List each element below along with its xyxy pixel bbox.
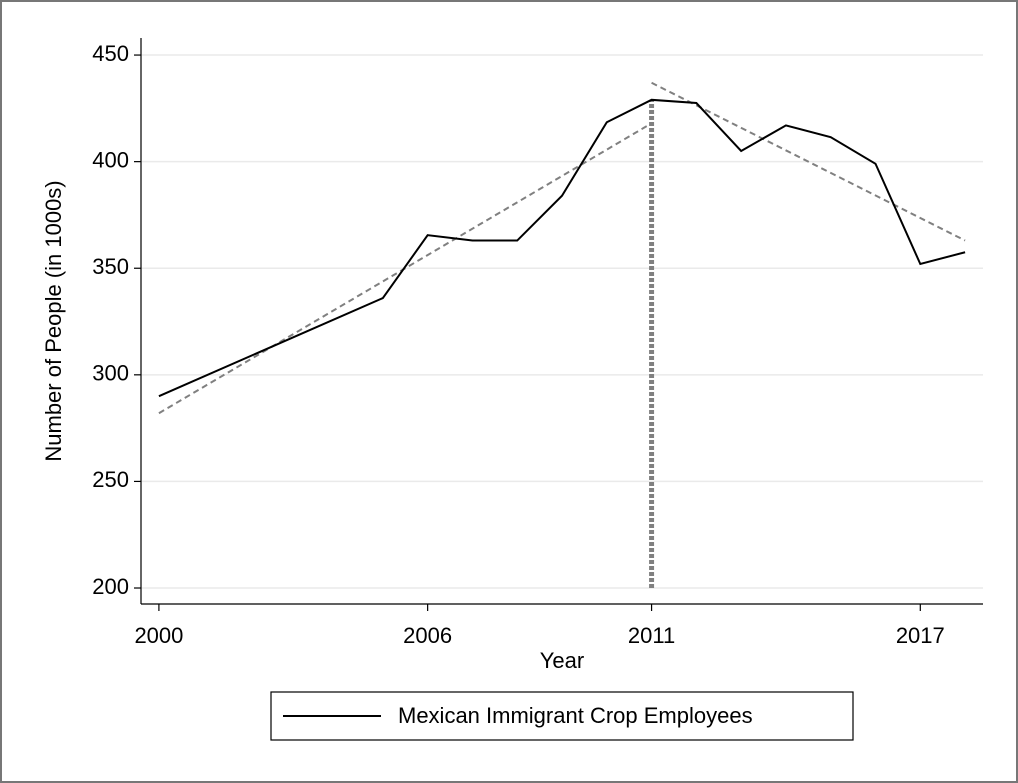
legend-label: Mexican Immigrant Crop Employees bbox=[398, 703, 753, 728]
y-tick-label: 400 bbox=[92, 147, 129, 172]
x-tick-label: 2006 bbox=[403, 623, 452, 648]
x-tick-label: 2011 bbox=[628, 623, 675, 648]
y-axis-title: Number of People (in 1000s) bbox=[41, 180, 66, 461]
x-axis-title: Year bbox=[540, 648, 584, 673]
y-tick-label: 200 bbox=[92, 574, 129, 599]
data-line bbox=[158, 98, 966, 398]
y-tick-label: 350 bbox=[92, 254, 129, 279]
plot-area bbox=[141, 38, 983, 604]
fit-line bbox=[651, 81, 966, 242]
y-tick-label: 450 bbox=[92, 41, 129, 66]
x-tick-label: 2000 bbox=[134, 623, 183, 648]
y-tick-label: 250 bbox=[92, 467, 129, 492]
x-tick-label: 2017 bbox=[896, 623, 945, 648]
y-tick-label: 300 bbox=[92, 361, 129, 386]
